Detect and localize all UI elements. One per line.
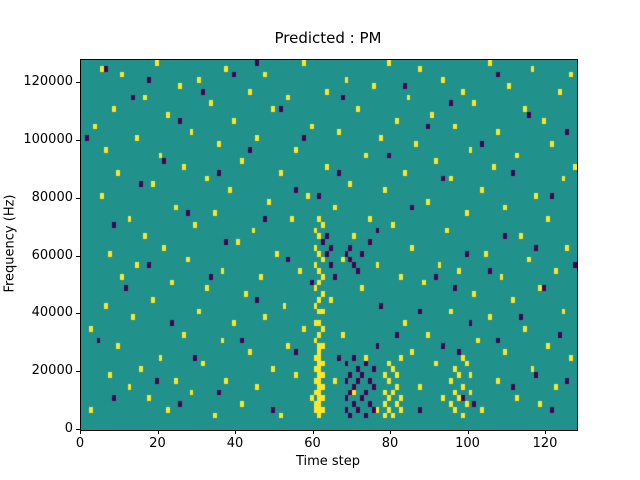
plot-area	[80, 59, 578, 431]
x-tick-mark	[157, 430, 159, 434]
x-tick-mark	[390, 430, 391, 434]
x-tick-label: 40	[226, 436, 244, 451]
x-tick-label: 100	[455, 436, 480, 451]
y-tick-mark	[76, 255, 80, 257]
heatmap-canvas	[81, 60, 577, 430]
x-axis-label: Time step	[295, 454, 361, 469]
y-tick-label: 80000	[31, 189, 73, 205]
x-tick-mark	[545, 430, 546, 434]
y-tick-mark	[76, 313, 80, 315]
y-tick-label: 40000	[31, 305, 73, 321]
x-tick-mark	[80, 430, 81, 434]
y-tick-mark	[76, 82, 80, 84]
x-tick-label: 120	[532, 436, 558, 451]
y-tick-label: 100000	[23, 131, 73, 147]
y-tick-mark	[76, 371, 80, 373]
y-tick-label: 20000	[31, 363, 73, 379]
x-tick-label: 80	[381, 436, 399, 451]
x-tick-mark	[467, 430, 469, 434]
x-tick-label: 60	[304, 436, 321, 451]
x-tick-label: 20	[149, 436, 166, 451]
x-tick-mark	[235, 430, 236, 434]
x-tick-label: 0	[75, 436, 85, 451]
y-tick-label: 0	[64, 421, 73, 436]
x-tick-mark	[312, 430, 314, 434]
y-tick-mark	[76, 429, 80, 430]
plot-title: Predicted : PM	[274, 29, 382, 47]
y-tick-label: 60000	[31, 247, 73, 263]
y-tick-label: 120000	[23, 74, 73, 90]
y-tick-mark	[76, 139, 80, 141]
y-tick-mark	[76, 197, 80, 199]
